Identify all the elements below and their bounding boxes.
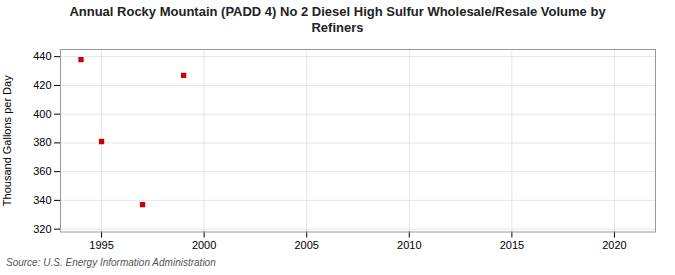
svg-text:340: 340	[33, 193, 51, 205]
html-text:Annual Rocky Mountain (PADD 4): Annual Rocky Mountain (PADD 4) No 2 Dies…	[69, 4, 606, 36]
svg-text:2000: 2000	[192, 238, 216, 250]
svg-text:2015: 2015	[500, 238, 524, 250]
svg-text:420: 420	[33, 78, 51, 90]
svg-text:360: 360	[33, 165, 51, 177]
svg-text:Thousand Gallons per Day: Thousand Gallons per Day	[1, 74, 13, 205]
svg-text:1995: 1995	[89, 238, 113, 250]
svg-text:440: 440	[33, 50, 51, 62]
svg-text:2005: 2005	[294, 238, 318, 250]
svg-text:2010: 2010	[397, 238, 421, 250]
html-text:Source: U.S. Energy Informatio: Source: U.S. Energy Information Administ…	[6, 257, 216, 268]
svg-text:2020: 2020	[602, 238, 626, 250]
svg-text:320: 320	[33, 222, 51, 234]
svg-text:400: 400	[33, 107, 51, 119]
svg-text:380: 380	[33, 136, 51, 148]
